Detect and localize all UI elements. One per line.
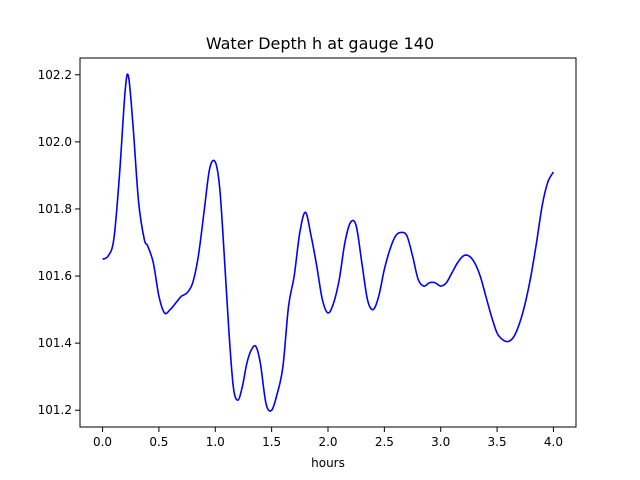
x-tick-label: 0.0 xyxy=(93,435,112,449)
y-axis-ticks: 101.2 101.4 101.6 101.8 102.0 102.2 xyxy=(38,68,80,417)
water-depth-series-line xyxy=(102,73,555,412)
x-tick-label: 3.0 xyxy=(431,435,450,449)
x-tick-label: 0.5 xyxy=(149,435,168,449)
x-tick-label: 1.5 xyxy=(262,435,281,449)
x-tick-label: 1.0 xyxy=(206,435,225,449)
y-tick-label: 102.0 xyxy=(38,135,72,149)
x-tick-label: 2.5 xyxy=(375,435,394,449)
x-tick-label: 2.0 xyxy=(318,435,337,449)
x-axis-label: hours xyxy=(311,456,345,470)
y-tick-label: 101.4 xyxy=(38,336,72,350)
plot-area-frame xyxy=(79,57,577,428)
x-tick-label: 3.5 xyxy=(488,435,507,449)
y-tick-label: 101.6 xyxy=(38,269,72,283)
y-tick-label: 102.2 xyxy=(38,68,72,82)
y-tick-label: 101.8 xyxy=(38,202,72,216)
x-axis-ticks: 0.0 0.5 1.0 1.5 2.0 2.5 3.0 3.5 4.0 xyxy=(93,427,563,449)
chart-title: Water Depth h at gauge 140 xyxy=(206,34,434,53)
x-tick-label: 4.0 xyxy=(544,435,563,449)
y-tick-label: 101.2 xyxy=(38,403,72,417)
